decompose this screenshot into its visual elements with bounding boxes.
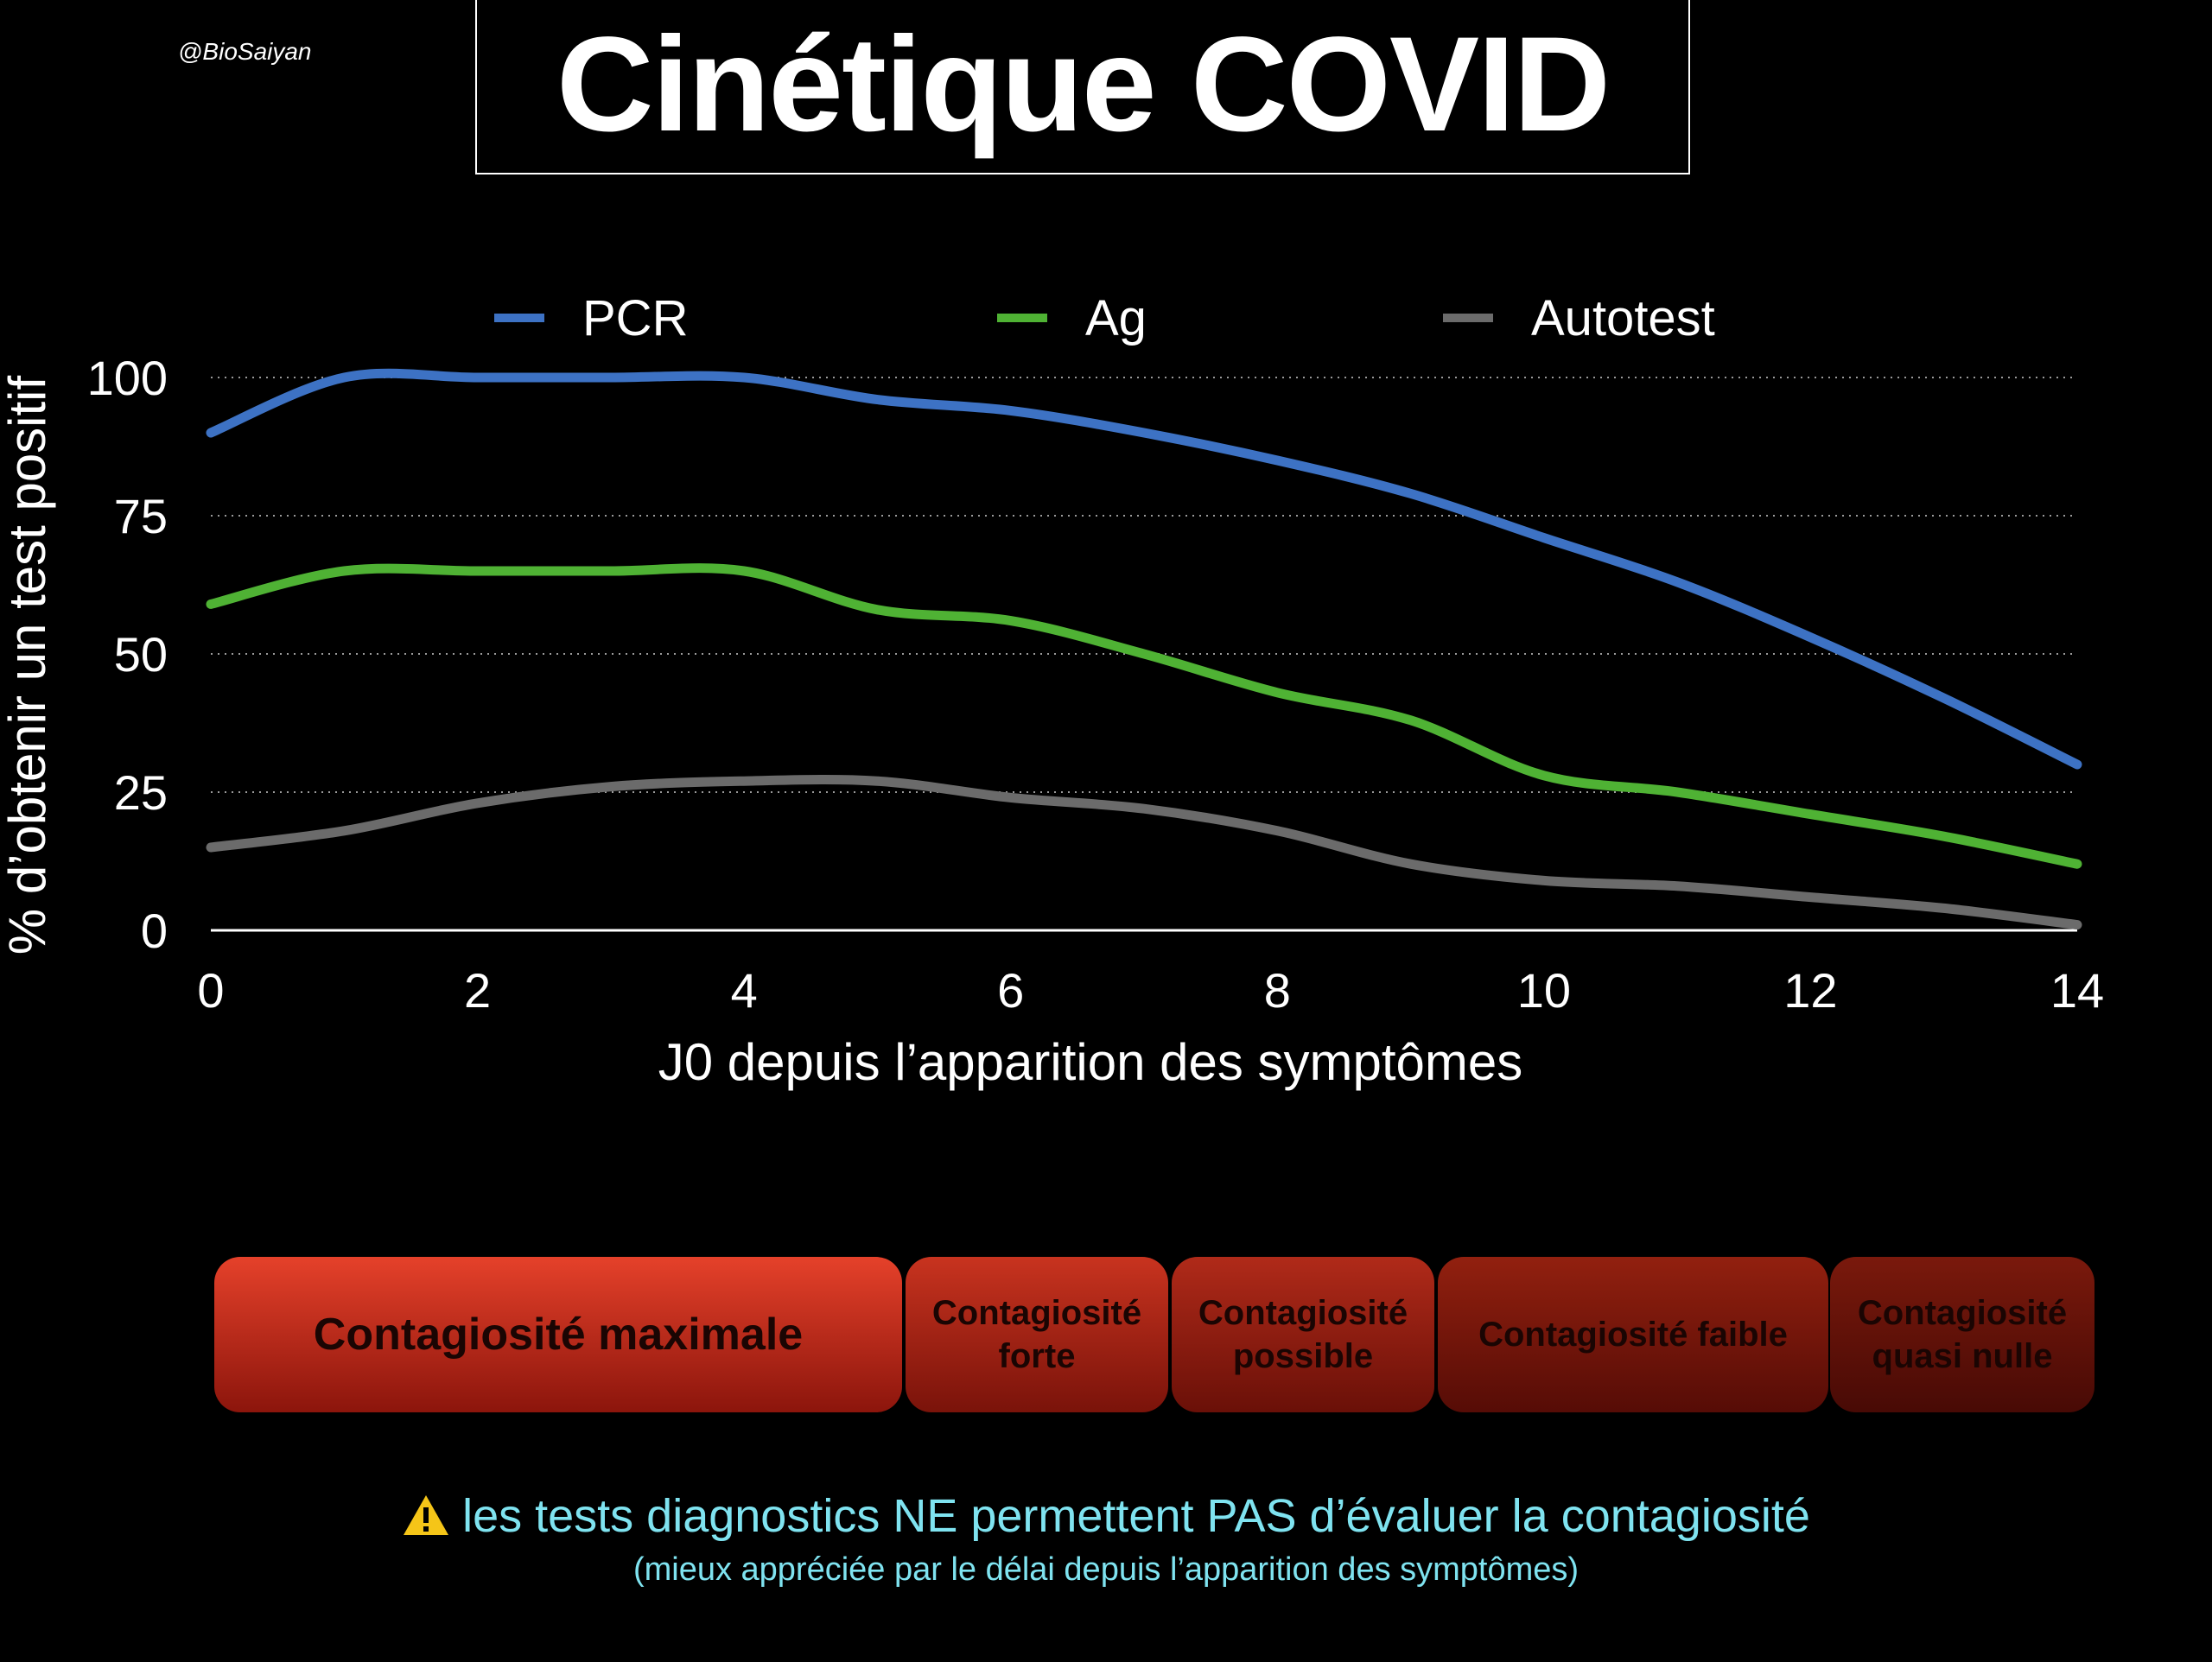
zone-label: Contagiosité forte [931, 1294, 1142, 1375]
zone-5: Contagiosité quasi nulle [1830, 1257, 2094, 1412]
x-tick-label: 8 [1264, 963, 1291, 1018]
zone-4: Contagiosité faible [1438, 1257, 1828, 1412]
series-line-autotest [206, 775, 2082, 930]
x-tick-label: 10 [1517, 963, 1571, 1018]
x-tick-label: 12 [1783, 963, 1837, 1018]
author-handle: @BioSaiyan [178, 38, 312, 65]
y-tick-label: 75 [114, 489, 168, 543]
y-axis-label: % d’obtenir un test positif [0, 375, 56, 955]
y-axis-ticks: 0 25 50 75 100 [87, 351, 168, 958]
zone-label: Contagiosité faible [1478, 1316, 1788, 1354]
title-box: Cinétique COVID [475, 0, 1690, 174]
x-axis-label: J0 depuis l’apparition des symptômes [658, 1033, 1523, 1091]
x-tick-label: 6 [997, 963, 1024, 1018]
x-tick-label: 4 [731, 963, 758, 1018]
y-tick-label: 50 [114, 627, 168, 682]
zone-2: Contagiosité forte [906, 1257, 1168, 1412]
chart-series [206, 368, 2082, 930]
warning-triangle-icon [402, 1494, 450, 1548]
x-tick-label: 14 [2050, 963, 2104, 1018]
legend-label: PCR [582, 290, 688, 346]
warning-note: (mieux appréciée par le délai depuis l’a… [632, 1551, 1580, 1588]
y-tick-label: 100 [87, 351, 168, 405]
page-title: Cinétique COVID [556, 9, 1611, 160]
zone-3: Contagiosité possible [1172, 1257, 1434, 1412]
zone-label: Contagiosité possible [1198, 1294, 1408, 1375]
series-line-ag [206, 563, 2082, 869]
warning-text: les tests diagnostics NE permettent PAS … [462, 1490, 1810, 1542]
zone-label: Contagiosité maximale [313, 1309, 804, 1360]
x-tick-label: 2 [464, 963, 491, 1018]
contagiousness-zones: Contagiosité maximale Contagiosité forte C… [0, 1257, 2212, 1412]
y-tick-label: 25 [114, 765, 168, 820]
zone-label: Contagiosité quasi nulle [1857, 1294, 2068, 1375]
warning-line: les tests diagnostics NE permettent PAS … [0, 1489, 2212, 1548]
zone-1: Contagiosité maximale [214, 1257, 902, 1412]
line-chart: 0 25 50 75 100 0 2 4 6 8 10 12 14 PCR Ag Autotest J0 … [0, 290, 2104, 1091]
y-tick-label: 0 [141, 904, 168, 958]
series-line-pcr [206, 368, 2082, 770]
x-axis-ticks: 0 2 4 6 8 10 12 14 [197, 963, 2104, 1018]
legend-label: Autotest [1531, 290, 1715, 346]
legend-label: Ag [1085, 290, 1147, 346]
chart-legend: PCR Ag Autotest [494, 290, 1715, 346]
x-tick-label: 0 [197, 963, 224, 1018]
